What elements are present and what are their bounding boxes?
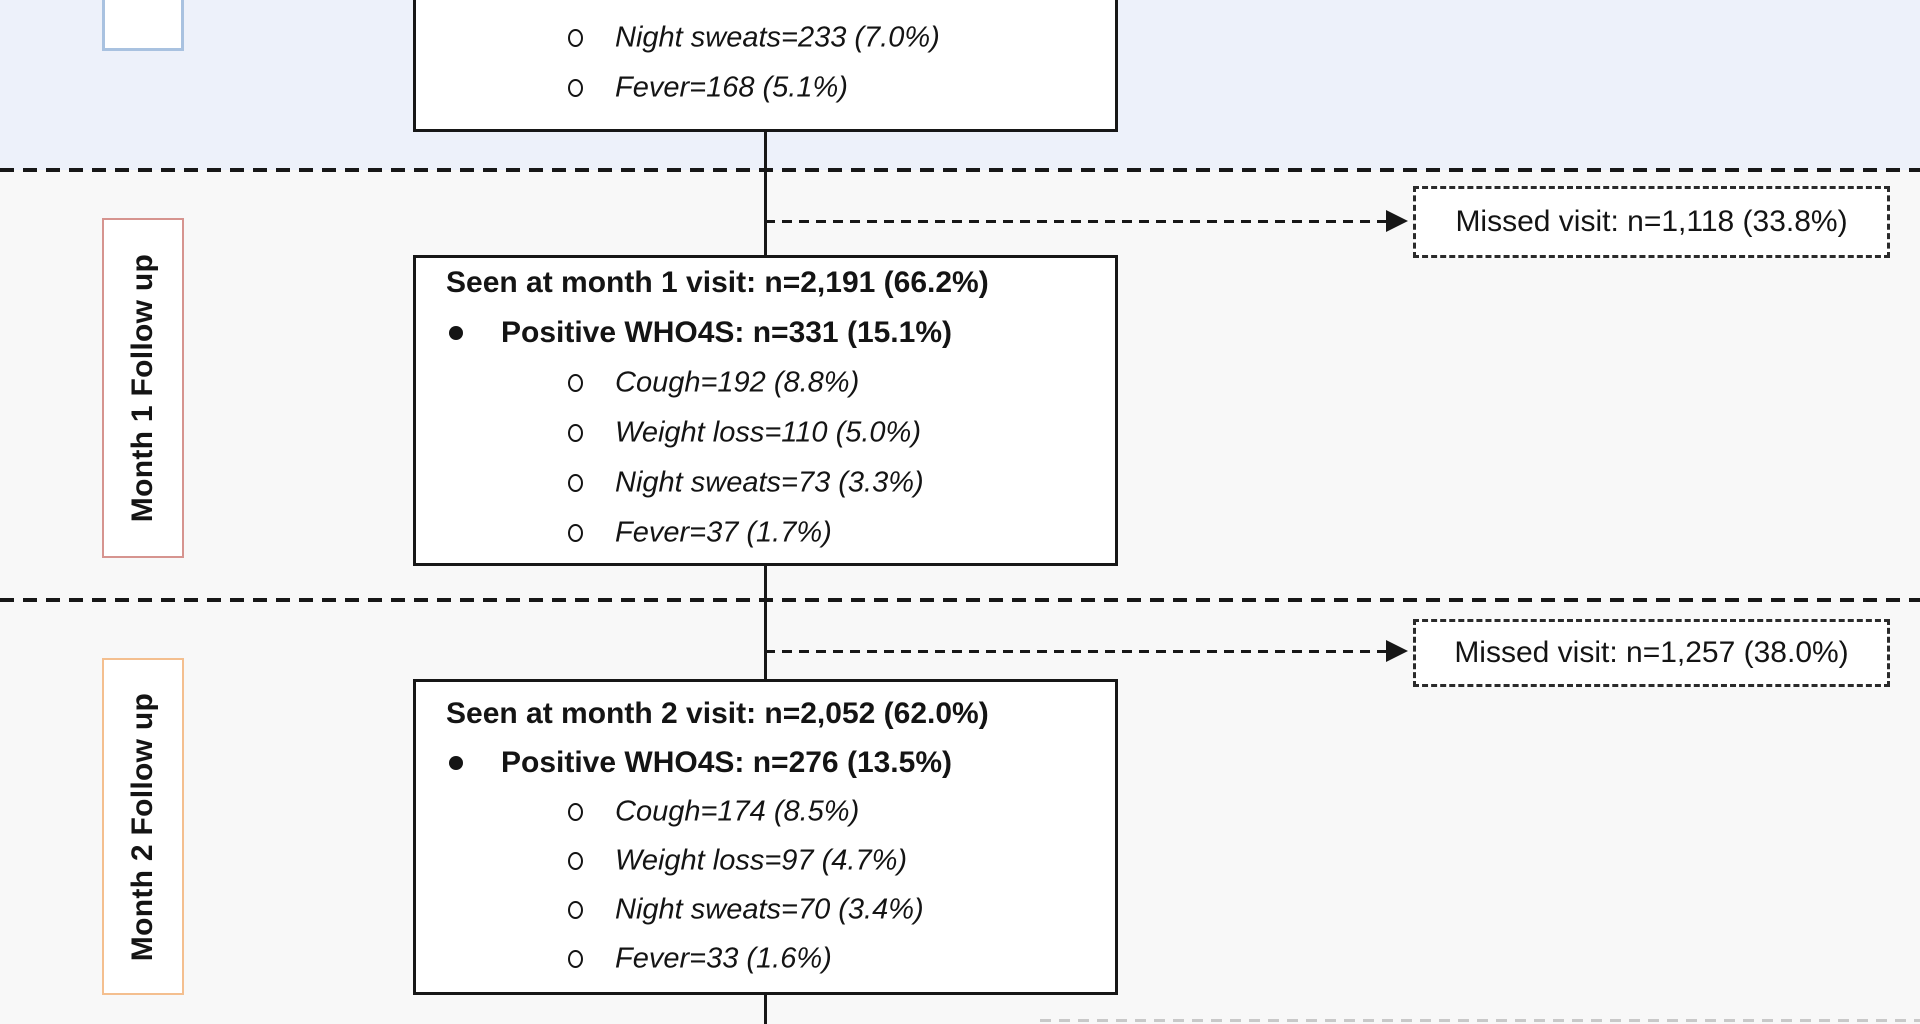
month2-seen-box: Seen at month 2 visit: n=2,052 (62.0%) P… [413,679,1118,995]
open-circle-bullet-icon [568,851,583,870]
open-circle-bullet-icon [568,79,583,97]
month1-phase-label-box: Month 1 Follow up [102,218,184,558]
symptom-text: Night sweats=73 (3.3%) [615,466,924,499]
section-separator-1 [0,168,1920,172]
month1-phase-label: Month 1 Follow up [126,253,159,523]
seen-text: Seen at month 2 visit: n=2,052 (62.0%) [446,696,989,730]
next-section-partial-dash [1040,1019,1920,1022]
arrowhead-icon [1386,640,1408,662]
seen-row: Seen at month 1 visit: n=2,191 (66.2%) [416,258,1115,308]
month1-seen-box: Seen at month 1 visit: n=2,191 (66.2%) P… [413,255,1118,566]
symptom-text: Fever=168 (5.1%) [615,71,848,104]
symptom-text: Night sweats=233 (7.0%) [615,21,940,54]
open-circle-bullet-icon [568,900,583,919]
seen-row: Seen at month 2 visit: n=2,052 (62.0%) [416,689,1115,738]
missed-visit-branch-month2 [765,650,1388,653]
filled-bullet-icon [449,326,463,340]
connector-month2-down [764,993,767,1024]
month1-missed-visit-text: Missed visit: n=1,118 (33.8%) [1455,205,1848,238]
seen-text: Seen at month 1 visit: n=2,191 (66.2%) [446,266,989,299]
baseline-screening-box: Night sweats=233 (7.0%) Fever=168 (5.1%) [413,0,1118,132]
symptom-row: Cough=192 (8.8%) [416,358,1115,408]
month2-phase-label-box: Month 2 Follow up [102,658,184,995]
connector-month1-to-month2 [764,564,767,681]
positive-row: Positive WHO4S: n=276 (13.5%) [416,738,1115,787]
symptom-text: Night sweats=70 (3.4%) [615,893,924,925]
symptom-text: Weight loss=97 (4.7%) [615,844,908,876]
month2-missed-visit-text: Missed visit: n=1,257 (38.0%) [1454,636,1849,669]
symptom-row: Night sweats=233 (7.0%) [416,13,1115,63]
symptom-text: Cough=174 (8.5%) [615,795,860,827]
open-circle-bullet-icon [568,949,583,968]
symptom-row: Fever=37 (1.7%) [416,508,1115,558]
symptom-row: Fever=168 (5.1%) [416,63,1115,113]
filled-bullet-icon [449,755,463,770]
month1-missed-visit-box: Missed visit: n=1,118 (33.8%) [1413,186,1890,258]
open-circle-bullet-icon [568,474,583,492]
positive-row: Positive WHO4S: n=331 (15.1%) [416,308,1115,358]
symptom-text: Weight loss=110 (5.0%) [615,416,922,449]
open-circle-bullet-icon [568,374,583,392]
month2-missed-visit-box: Missed visit: n=1,257 (38.0%) [1413,619,1890,687]
connector-baseline-to-month1 [764,130,767,257]
positive-text: Positive WHO4S: n=331 (15.1%) [501,316,952,349]
symptom-text: Cough=192 (8.8%) [615,366,860,399]
missed-visit-branch-month1 [765,220,1388,223]
section-separator-2 [0,598,1920,602]
symptom-text: Fever=37 (1.7%) [615,516,832,549]
symptom-row: Night sweats=73 (3.3%) [416,458,1115,508]
symptom-row: Cough=174 (8.5%) [416,787,1115,836]
positive-text: Positive WHO4S: n=276 (13.5%) [501,745,952,779]
baseline-phase-label-box [102,0,184,51]
open-circle-bullet-icon [568,524,583,542]
arrowhead-icon [1386,210,1408,232]
symptom-text: Fever=33 (1.6%) [615,942,832,974]
symptom-row: Weight loss=110 (5.0%) [416,408,1115,458]
open-circle-bullet-icon [568,802,583,821]
month2-phase-label: Month 2 Follow up [126,692,159,961]
symptom-row: Fever=33 (1.6%) [416,934,1115,983]
symptom-row: Night sweats=70 (3.4%) [416,885,1115,934]
symptom-row: Weight loss=97 (4.7%) [416,836,1115,885]
open-circle-bullet-icon [568,29,583,47]
open-circle-bullet-icon [568,424,583,442]
